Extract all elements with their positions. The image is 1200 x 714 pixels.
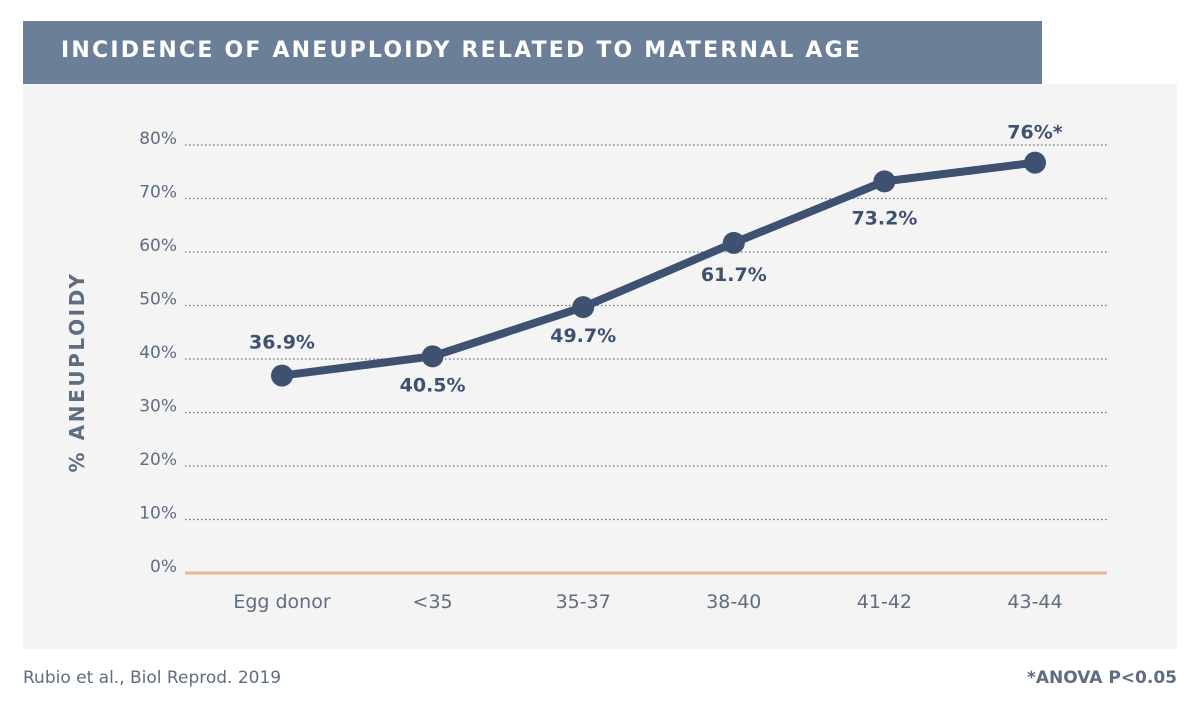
data-label: 61.7% [701,264,767,286]
y-tick-label: 20% [139,450,177,470]
x-tick-label: 43-44 [1007,591,1062,613]
y-axis-label: % ANEUPLOIDY [65,271,89,472]
x-tick-label: 38-40 [706,591,761,613]
y-tick-label: 50% [139,290,177,310]
data-point [421,345,444,368]
data-point [271,364,293,387]
data-label: 73.2% [851,207,917,229]
y-tick-label: 60% [139,236,177,256]
data-point [873,170,896,193]
y-tick-label: 0% [150,557,177,577]
data-label: 76%* [1007,122,1062,144]
source-citation: Rubio et al., Biol Reprod. 2019 [23,668,282,688]
x-tick-label: 41-42 [857,591,912,613]
x-tick-labels: Egg donor <35 35-37 38-40 41-42 43-44 [233,591,1062,613]
series-aneuploidy [271,151,1046,387]
chart-title-bar: INCIDENCE OF ANEUPLOIDY RELATED TO MATER… [23,21,1042,84]
plot-panel [23,84,1177,649]
y-tick-label: 30% [139,397,177,417]
x-tick-label: <35 [413,591,453,613]
series-line [278,158,1039,380]
x-tick-label: 35-37 [556,591,611,613]
chart-title: INCIDENCE OF ANEUPLOIDY RELATED TO MATER… [61,38,863,63]
data-label: 49.7% [550,325,616,347]
y-tick-labels: 0% 10% 20% 30% 40% 50% 60% 70% 80% [139,129,177,577]
gridlines [185,144,1107,575]
data-label: 36.9% [249,332,315,354]
y-tick-label: 80% [139,129,177,149]
y-tick-label: 10% [139,504,177,524]
y-tick-label: 70% [139,183,177,203]
data-point [1024,151,1046,174]
y-tick-label: 40% [139,343,177,363]
data-label: 40.5% [400,374,466,396]
line-chart: 0% 10% 20% 30% 40% 50% 60% 70% 80% Egg donor <35 3… [65,122,1107,613]
data-labels: 36.9% 40.5% 49.7% 61.7% 73.2% 76%* [249,122,1063,397]
x-tick-label: Egg donor [233,591,331,613]
significance-note: *ANOVA P<0.05 [1027,668,1177,688]
data-point [722,231,745,254]
data-point [572,296,595,319]
